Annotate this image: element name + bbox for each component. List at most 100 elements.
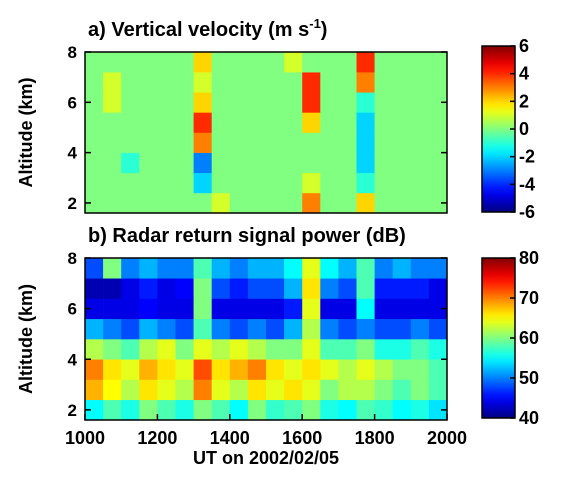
heat-cell [320,132,339,153]
heat-cell [356,152,375,174]
heat-cell [266,298,285,320]
heat-cell [175,92,194,113]
heat-cell [320,192,339,214]
heat-cell [121,318,140,340]
heat-cell [175,359,194,380]
heat-cell [121,399,140,421]
heat-cell [284,152,303,174]
heat-cell [211,72,231,93]
heat-cell [247,359,267,380]
heat-cell [284,112,303,133]
heat-cell [175,258,194,279]
heat-cell [392,379,412,401]
heat-cell [193,298,212,320]
heat-cell [229,399,249,421]
heat-cell [247,132,267,153]
heat-cell [338,339,357,360]
heat-cell [338,192,357,214]
heat-cell [410,379,430,401]
heat-cell [338,72,357,93]
heat-cell [193,318,212,340]
heat-cell [392,359,412,380]
heat-cell [266,278,285,299]
heat-cell [266,172,285,194]
heat-cell [320,379,339,401]
heat-cell [103,379,122,401]
heat-cell [247,379,267,401]
heat-cell [428,92,448,113]
heat-cell [157,152,176,174]
heat-cell [85,52,104,73]
heat-cell [428,298,448,320]
title-text: b) Radar return signal power (dB) [88,225,406,247]
heat-cell [103,132,122,153]
heat-cell [338,152,357,174]
heat-cell [211,399,231,421]
heat-cell [392,298,412,320]
heat-cell [139,399,158,421]
heat-cell [356,112,375,133]
heat-cell [229,359,249,380]
heat-cell [284,399,303,421]
heat-cell [175,278,194,299]
heat-cell [229,258,249,279]
heat-cell [139,258,158,279]
heat-cell [320,92,339,113]
heat-cell [247,258,267,279]
heat-cell [121,52,140,73]
heat-cell [211,132,231,153]
heat-cell [410,278,430,299]
heat-cell [121,359,140,380]
heat-cell [356,359,375,380]
heat-cell [410,339,430,360]
heat-cell [266,379,285,401]
heat-cell [284,52,303,73]
heat-cell [284,379,303,401]
heat-cell [392,52,412,73]
heat-cell [247,52,267,73]
heat-cell [374,298,393,320]
heat-cell [338,278,357,299]
heat-cell [410,132,430,153]
heat-cell [410,298,430,320]
heat-cell [229,192,249,214]
heat-cell [247,278,267,299]
y-tick-label: 4 [68,144,78,163]
x-tick-label: 1800 [355,428,395,448]
heat-cell [302,359,321,380]
heat-cell [157,52,176,73]
heat-cell [428,132,448,153]
heat-cell [302,339,321,360]
heat-cell [193,112,212,133]
colorbar-tick-label: 50 [519,368,539,388]
heat-cell [157,399,176,421]
heat-cell [320,172,339,194]
heat-cell [85,298,104,320]
heat-cell [410,92,430,113]
heat-cell [410,318,430,340]
heat-cell [103,172,122,194]
y-axis-label: Altitude (km) [16,77,36,187]
heat-cell [320,298,339,320]
heat-cell [211,258,231,279]
heat-cell [356,298,375,320]
heat-cell [338,112,357,133]
heat-cell [410,258,430,279]
heat-cell [229,132,249,153]
heat-cell [103,258,122,279]
heat-cell [121,152,140,174]
x-tick-label: 1000 [65,428,105,448]
heat-cell [266,318,285,340]
heat-cell [121,92,140,113]
heat-cell [266,339,285,360]
heat-cell [302,52,321,73]
heat-cell [175,172,194,194]
heat-cell [392,132,412,153]
chart-title: b) Radar return signal power (dB) [88,225,406,247]
heat-cell [410,72,430,93]
heat-cell [302,298,321,320]
heat-cell [374,278,393,299]
heat-cell [266,258,285,279]
heat-cell [374,152,393,174]
heat-cell [247,72,267,93]
